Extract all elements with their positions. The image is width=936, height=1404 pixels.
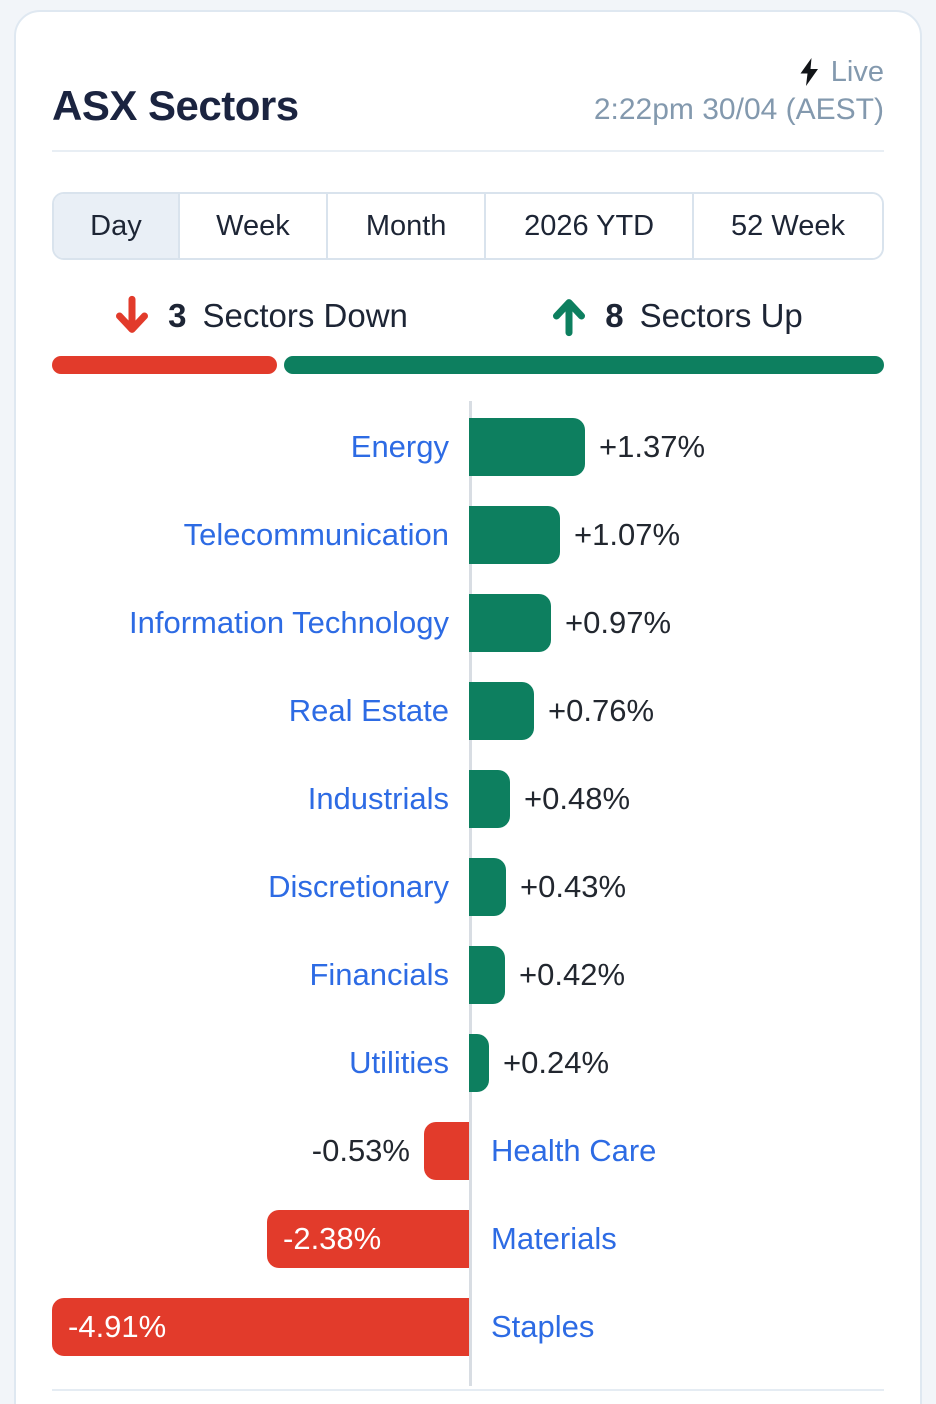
sector-value: -0.53% <box>311 1133 410 1168</box>
tab-week[interactable]: Week <box>179 194 329 258</box>
sectors-up-count: 8 <box>605 297 624 334</box>
sector-row: Financials +0.42% <box>52 931 884 1019</box>
sectors-down-summary: 3 Sectors Down <box>52 290 468 342</box>
live-label: Live <box>830 56 884 88</box>
arrow-down-icon <box>116 295 149 333</box>
sector-label[interactable]: Information Technology <box>129 605 449 640</box>
sector-bar[interactable] <box>469 594 551 652</box>
sector-row: Staples -4.91% <box>52 1283 884 1371</box>
arrow-up-icon <box>553 299 586 337</box>
sectors-up-label: Sectors Up <box>639 297 803 334</box>
sector-row: Materials -2.38% <box>52 1195 884 1283</box>
sector-row: Discretionary +0.43% <box>52 843 884 931</box>
sector-label[interactable]: Discretionary <box>268 869 449 904</box>
sector-bar[interactable] <box>469 1034 489 1092</box>
sectors-down-label: Sectors Down <box>202 297 408 334</box>
sector-label[interactable]: Materials <box>491 1221 617 1256</box>
sector-bar[interactable] <box>469 682 534 740</box>
sector-label[interactable]: Industrials <box>307 781 449 816</box>
sector-label[interactable]: Utilities <box>349 1045 449 1080</box>
tab-2026-ytd[interactable]: 2026 YTD <box>486 194 694 258</box>
sector-bar[interactable] <box>469 858 506 916</box>
sector-label[interactable]: Energy <box>350 429 449 464</box>
header: ASX Sectors Live 2:22pm 30/04 (AEST) <box>52 54 884 130</box>
sectors-up-summary: 8 Sectors Up <box>468 290 884 342</box>
tab-day[interactable]: Day <box>54 194 180 258</box>
sector-value: +1.37% <box>599 429 706 464</box>
sector-bar[interactable] <box>469 506 560 564</box>
sector-row: Utilities +0.24% <box>52 1019 884 1107</box>
bottom-divider <box>52 1389 884 1391</box>
sector-label[interactable]: Real Estate <box>288 693 449 728</box>
ratio-bar-down-segment <box>52 356 277 374</box>
sector-label[interactable]: Telecommunication <box>183 517 449 552</box>
sector-value: +1.07% <box>574 517 681 552</box>
sector-value: +0.97% <box>565 605 672 640</box>
sector-bar[interactable] <box>469 946 505 1004</box>
sector-row: Energy +1.37% <box>52 403 884 491</box>
sector-row: Telecommunication +1.07% <box>52 491 884 579</box>
sector-bar-chart: Energy +1.37% Telecommunication +1.07% Infor… <box>52 401 884 1386</box>
sector-bar[interactable] <box>469 418 585 476</box>
sector-value: +0.42% <box>519 957 626 992</box>
sector-value: +0.43% <box>520 869 627 904</box>
timestamp: 2:22pm 30/04 (AEST) <box>593 93 884 126</box>
sector-row: Information Technology +0.97% <box>52 579 884 667</box>
live-indicator: Live <box>594 54 884 90</box>
down-up-ratio-bar <box>52 356 884 374</box>
sector-bar[interactable] <box>424 1122 469 1180</box>
sector-bar[interactable] <box>469 770 510 828</box>
tab-month[interactable]: Month <box>328 194 487 258</box>
page-title: ASX Sectors <box>52 82 299 129</box>
tab-52-week[interactable]: 52 Week <box>694 194 882 258</box>
ratio-bar-up-segment <box>284 356 884 374</box>
sector-value: +0.24% <box>503 1045 610 1080</box>
sector-row: Health Care -0.53% <box>52 1107 884 1195</box>
sector-bar[interactable] <box>267 1210 469 1268</box>
sectors-down-count: 3 <box>168 297 187 334</box>
sector-bar[interactable] <box>52 1298 469 1356</box>
header-right: Live 2:22pm 30/04 (AEST) <box>594 54 884 130</box>
sector-value: -4.91% <box>68 1309 167 1344</box>
sector-label[interactable]: Staples <box>491 1309 595 1344</box>
sector-value: -2.38% <box>283 1221 382 1256</box>
sector-row: Industrials +0.48% <box>52 755 884 843</box>
sector-value: +0.48% <box>524 781 631 816</box>
lightning-bolt-icon <box>800 58 818 86</box>
sector-row: Real Estate +0.76% <box>52 667 884 755</box>
timeframe-tabbar: Day Week Month 2026 YTD 52 Week <box>52 192 884 260</box>
summary: 3 Sectors Down 8 Sectors Up <box>52 290 884 342</box>
sector-value: +0.76% <box>548 693 655 728</box>
asx-sectors-card: ASX Sectors Live 2:22pm 30/04 (AEST) Day… <box>14 10 922 1404</box>
header-divider <box>52 150 884 152</box>
sector-label[interactable]: Financials <box>309 957 449 992</box>
sector-label[interactable]: Health Care <box>491 1133 657 1168</box>
